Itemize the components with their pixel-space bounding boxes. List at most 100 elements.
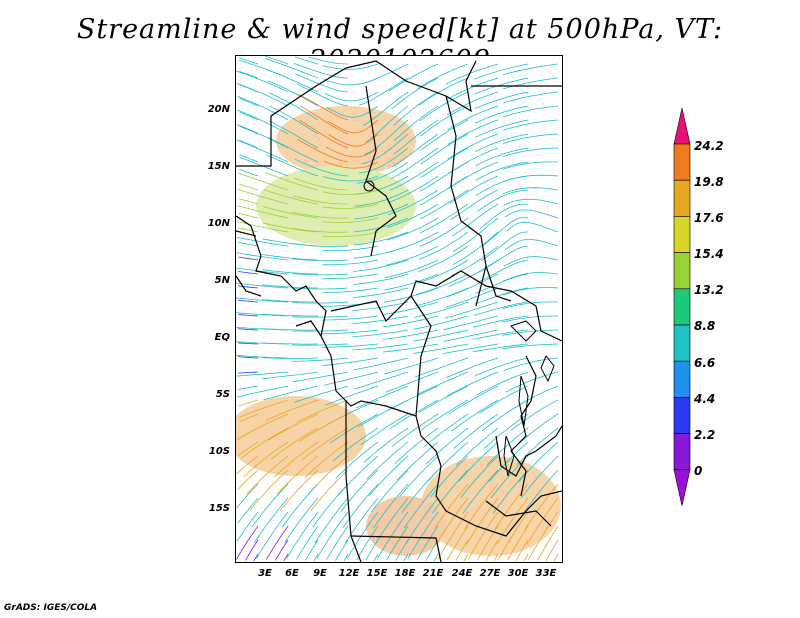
- streamline: [324, 91, 379, 102]
- streamline: [239, 154, 259, 163]
- streamline: [452, 231, 499, 266]
- streamline: [344, 497, 379, 544]
- streamline: [366, 441, 409, 480]
- streamline: [420, 399, 469, 431]
- streamline: [236, 355, 289, 359]
- streamline: [399, 455, 439, 497]
- colorbar-segment: [673, 397, 691, 434]
- streamline: [282, 483, 319, 528]
- country-borders: [236, 60, 562, 562]
- streamline: [353, 245, 409, 259]
- streamline: [503, 256, 559, 267]
- streamline: [291, 315, 349, 318]
- streamline: [353, 259, 409, 272]
- streamline: [449, 385, 499, 414]
- lon-label: 30E: [507, 568, 529, 579]
- streamline: [458, 441, 499, 482]
- map-panel: [235, 55, 563, 563]
- streamline: [346, 511, 379, 559]
- streamline: [322, 175, 379, 182]
- streamline: [502, 301, 559, 309]
- colorbar-label: 8.8: [694, 319, 716, 333]
- streamline: [262, 299, 318, 303]
- streamline: [239, 125, 259, 135]
- streamline: [384, 259, 439, 279]
- streamline: [429, 455, 469, 498]
- streamline: [464, 483, 499, 530]
- streamline: [485, 539, 499, 561]
- streamline: [390, 147, 439, 179]
- streamline: [332, 427, 379, 462]
- streamline: [435, 497, 469, 545]
- streamline: [416, 525, 439, 561]
- streamline: [238, 441, 259, 457]
- streamline: [368, 455, 409, 497]
- streamline: [236, 252, 289, 261]
- colorbar-label: 24.2: [694, 139, 724, 153]
- streamline: [292, 258, 349, 262]
- streamline: [308, 56, 349, 65]
- streamline: [486, 427, 529, 466]
- streamline: [322, 203, 379, 209]
- streamline: [383, 301, 439, 315]
- lat-label: 5S: [215, 389, 230, 400]
- streamline: [412, 343, 469, 354]
- streamline: [262, 254, 319, 261]
- streamline: [352, 287, 409, 298]
- streamline: [240, 427, 289, 459]
- streamline: [446, 525, 469, 561]
- streamline: [322, 217, 379, 223]
- streamline: [419, 203, 469, 234]
- streamline: [391, 77, 439, 110]
- streamline: [262, 371, 319, 380]
- streamline: [447, 133, 499, 160]
- streamline: [520, 455, 559, 499]
- streamline: [236, 236, 289, 247]
- streamline: [420, 147, 469, 179]
- streamline: [236, 83, 289, 107]
- streamline: [419, 231, 469, 260]
- streamline: [292, 211, 349, 219]
- streamline: [492, 469, 529, 514]
- streamline: [237, 469, 259, 490]
- streamline: [296, 83, 349, 107]
- streamline: [419, 91, 469, 122]
- streamline: [237, 109, 289, 135]
- streamline: [475, 161, 529, 181]
- streamline: [474, 287, 529, 305]
- streamline: [294, 158, 349, 177]
- streamline: [236, 297, 289, 303]
- streamline: [276, 455, 319, 495]
- streamline: [237, 497, 259, 524]
- streamline: [462, 469, 499, 514]
- streamline: [283, 553, 289, 562]
- streamline: [450, 245, 499, 277]
- streamline: [384, 273, 439, 291]
- streamline: [365, 105, 409, 143]
- streamline: [373, 483, 409, 529]
- streamline: [352, 301, 409, 311]
- streamline: [238, 183, 259, 191]
- streamline: [261, 328, 318, 331]
- streamline: [388, 175, 439, 203]
- streamline: [356, 525, 379, 561]
- streamline: [415, 273, 469, 295]
- streamline: [238, 399, 289, 418]
- colorbar-label: 2.2: [694, 428, 716, 442]
- streamline: [237, 356, 259, 359]
- streamline: [415, 357, 469, 378]
- streamline: [323, 160, 379, 169]
- streamline: [251, 483, 289, 528]
- streamline: [388, 63, 439, 92]
- colorbar-segment: [673, 216, 691, 253]
- streamline: [298, 93, 349, 121]
- streamline: [253, 553, 259, 562]
- streamline: [475, 175, 529, 196]
- streamline: [505, 221, 559, 233]
- streamline: [472, 343, 529, 353]
- streamline: [267, 80, 319, 107]
- streamline: [238, 168, 259, 177]
- streamline: [263, 206, 319, 219]
- streamline: [238, 173, 289, 191]
- footer-credit: GrADS: IGES/COLA: [4, 603, 98, 613]
